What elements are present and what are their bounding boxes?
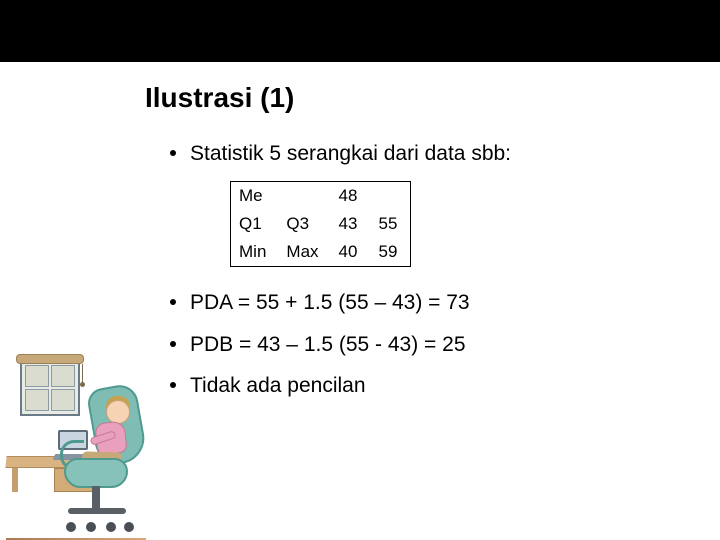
- bullet-dot-icon: [170, 341, 176, 347]
- bullet-text: PDA = 55 + 1.5 (55 – 43) = 73: [190, 289, 470, 316]
- table-cell-label: Min: [231, 238, 279, 267]
- table-cell-label: Q3: [278, 210, 330, 238]
- chair-icon: [56, 382, 146, 532]
- person-head-icon: [106, 400, 130, 424]
- table-cell-value: 55: [371, 210, 411, 238]
- table-cell-value: 59: [371, 238, 411, 267]
- bullet-dot-icon: [170, 150, 176, 156]
- blind-roll-icon: [16, 354, 84, 364]
- bullet-item: Tidak ada pencilan: [170, 372, 650, 399]
- slide-body: Statistik 5 serangkai dari data sbb: Me …: [170, 140, 650, 413]
- five-number-summary-table: Me 48 Q1 Q3 43 55 Min Max 40 59: [230, 181, 411, 267]
- clipart-office-icon: [6, 360, 146, 540]
- bullet-text: PDB = 43 – 1.5 (55 - 43) = 25: [190, 331, 466, 358]
- table-row: Q1 Q3 43 55: [231, 210, 411, 238]
- table-cell-label: Me: [231, 182, 331, 211]
- table-cell-label: Q1: [231, 210, 279, 238]
- table-cell-value: 40: [331, 238, 371, 267]
- bullet-text: Statistik 5 serangkai dari data sbb:: [190, 140, 511, 167]
- bullet-dot-icon: [170, 382, 176, 388]
- table-cell-value: 48: [331, 182, 411, 211]
- bullet-dot-icon: [170, 299, 176, 305]
- table-row: Min Max 40 59: [231, 238, 411, 267]
- top-black-bar: [0, 0, 720, 62]
- bullet-text: Tidak ada pencilan: [190, 372, 366, 399]
- table-cell-label: Max: [278, 238, 330, 267]
- table-cell-value: 43: [331, 210, 371, 238]
- table-row: Me 48: [231, 182, 411, 211]
- slide-title: Ilustrasi (1): [145, 82, 294, 114]
- bullet-item: PDA = 55 + 1.5 (55 – 43) = 73: [170, 289, 650, 316]
- slide: Ilustrasi (1) Statistik 5 serangkai dari…: [0, 0, 720, 540]
- bullet-item: Statistik 5 serangkai dari data sbb:: [170, 140, 650, 167]
- blind-string-icon: [82, 364, 83, 382]
- bullet-item: PDB = 43 – 1.5 (55 - 43) = 25: [170, 331, 650, 358]
